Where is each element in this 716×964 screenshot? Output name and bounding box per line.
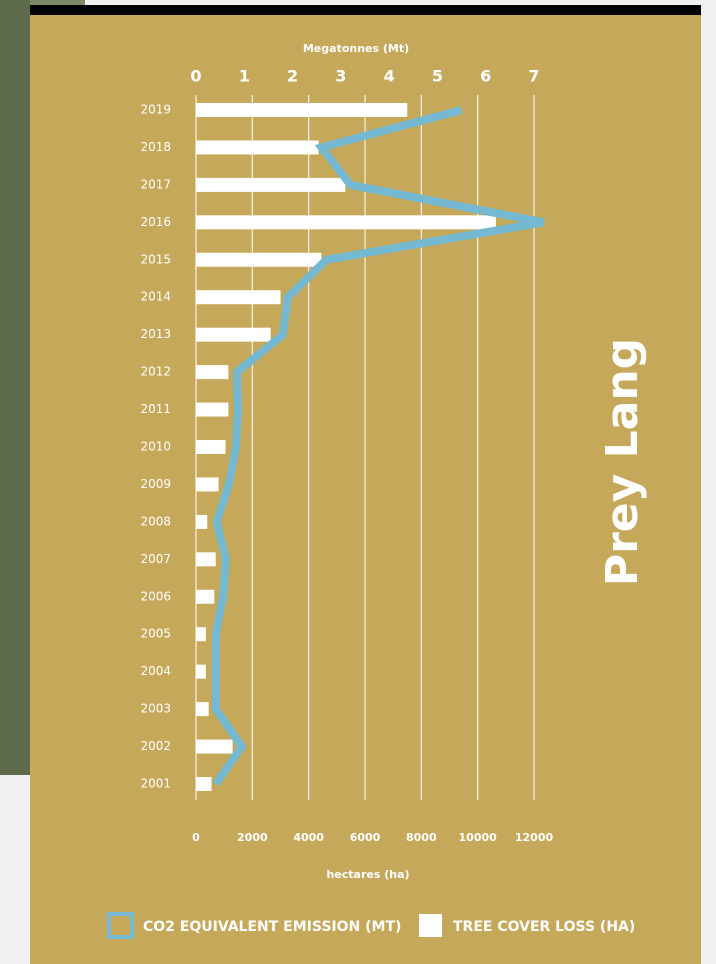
bar xyxy=(196,440,226,454)
x-tick-label: 12000 xyxy=(515,831,554,844)
y-tick-label: 2012 xyxy=(140,365,171,379)
bar xyxy=(196,103,408,117)
bar xyxy=(196,514,208,529)
x-tick-label: 6000 xyxy=(350,831,381,844)
x-tick-label: 8000 xyxy=(406,831,437,844)
x2-tick-label: 7 xyxy=(528,67,539,86)
x-tick-label: 2000 xyxy=(237,831,268,844)
y-tick-label: 2003 xyxy=(140,702,171,716)
bar xyxy=(196,702,209,717)
bar xyxy=(196,140,319,155)
x2-axis-label: Megatonnes (Mt) xyxy=(303,42,409,55)
emission-line xyxy=(211,106,545,787)
legend-swatch xyxy=(419,914,442,937)
bar xyxy=(196,402,229,417)
bar xyxy=(196,477,219,492)
y-tick-label: 2011 xyxy=(140,402,171,416)
background-photo xyxy=(0,0,30,775)
x2-tick-label: 0 xyxy=(190,67,201,86)
x2-tick-label: 6 xyxy=(480,67,491,86)
x2-tick-label: 2 xyxy=(287,67,298,86)
y-tick-label: 2007 xyxy=(140,552,171,566)
y-tick-label: 2014 xyxy=(140,290,171,304)
y-tick-label: 2009 xyxy=(140,477,171,491)
legend-label: TREE COVER LOSS (HA) xyxy=(453,919,635,935)
y-tick-label: 2005 xyxy=(140,627,171,641)
y-tick-label: 2002 xyxy=(140,739,171,753)
bar xyxy=(196,177,346,192)
y-tick-label: 2015 xyxy=(140,252,171,266)
y-tick-label: 2004 xyxy=(140,664,171,678)
bar xyxy=(196,327,271,342)
bar xyxy=(196,589,215,604)
x2-tick-label: 3 xyxy=(335,67,346,86)
bar xyxy=(196,365,229,380)
bar xyxy=(196,777,212,791)
y-tick-label: 2010 xyxy=(140,440,171,454)
x2-tick-label: 4 xyxy=(384,67,395,86)
legend-label: CO2 EQUIVALENT EMISSION (MT) xyxy=(143,919,401,935)
bar xyxy=(196,215,496,230)
y-tick-label: 2008 xyxy=(140,514,171,528)
legend-swatch xyxy=(107,912,134,939)
y-tick-label: 2017 xyxy=(140,177,171,191)
y-tick-label: 2018 xyxy=(140,140,171,154)
y-tick-label: 2001 xyxy=(140,777,171,791)
x-tick-label: 0 xyxy=(192,831,200,844)
bar xyxy=(196,252,322,267)
bar xyxy=(196,664,206,679)
bar xyxy=(196,739,233,754)
y-tick-label: 2016 xyxy=(140,215,171,229)
chart-title: Prey Lang xyxy=(597,338,648,586)
bar xyxy=(196,627,206,642)
y-tick-label: 2013 xyxy=(140,327,171,341)
bar xyxy=(196,290,281,305)
y-tick-label: 2019 xyxy=(140,103,171,117)
x2-tick-label: 1 xyxy=(239,67,250,86)
y-tick-label: 2006 xyxy=(140,589,171,603)
x-tick-label: 10000 xyxy=(459,831,498,844)
top-bar xyxy=(30,5,701,15)
bar xyxy=(196,552,216,567)
x2-tick-label: 5 xyxy=(432,67,443,86)
x-tick-label: 4000 xyxy=(293,831,324,844)
x-axis-label: hectares (ha) xyxy=(326,868,409,881)
